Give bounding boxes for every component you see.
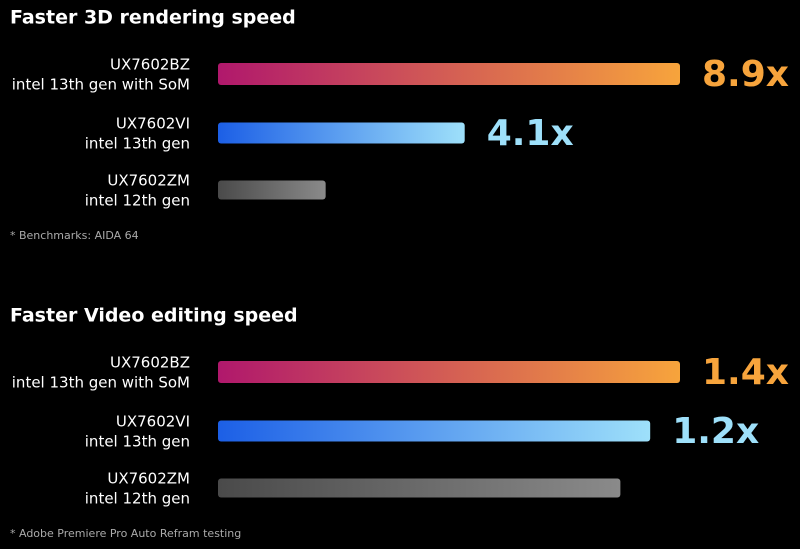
value-label: 1.2x <box>672 411 759 452</box>
footnote: * Benchmarks: AIDA 64 <box>10 229 139 242</box>
category-label: UX7602BZ <box>110 56 190 74</box>
chart-title: Faster Video editing speed <box>10 305 298 327</box>
value-label: 4.1x <box>487 113 574 154</box>
category-label: intel 13th gen with SoM <box>12 374 190 392</box>
category-label: intel 12th gen <box>85 192 190 210</box>
footnote: * Adobe Premiere Pro Auto Refram testing <box>10 527 241 540</box>
category-label: UX7602ZM <box>107 172 190 190</box>
bar <box>218 180 326 200</box>
category-label: UX7602BZ <box>110 354 190 372</box>
category-label: intel 12th gen <box>85 490 190 508</box>
category-label: intel 13th gen with SoM <box>12 76 190 94</box>
category-label: UX7602VI <box>116 413 190 431</box>
bar <box>218 478 621 498</box>
category-label: UX7602ZM <box>107 470 190 488</box>
category-label: UX7602VI <box>116 115 190 133</box>
bar <box>218 361 680 383</box>
bar <box>218 420 651 442</box>
chart-title: Faster 3D rendering speed <box>10 7 296 29</box>
category-label: intel 13th gen <box>85 433 190 451</box>
value-label: 1.4x <box>702 352 789 393</box>
bar <box>218 63 680 85</box>
category-label: intel 13th gen <box>85 135 190 153</box>
value-label: 8.9x <box>702 54 789 95</box>
bar <box>218 122 465 144</box>
